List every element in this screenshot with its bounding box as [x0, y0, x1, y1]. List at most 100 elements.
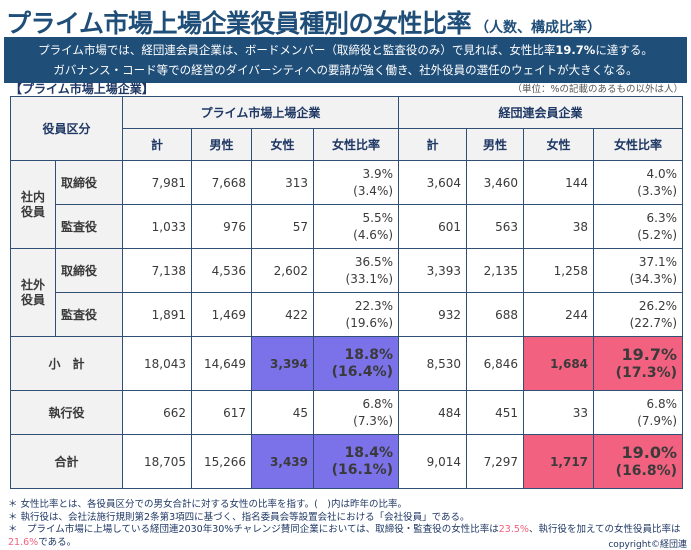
subtotal-row: 小 計 18,043 14,649 3,394 18.8% (16.4%) 8,5…	[9, 336, 684, 391]
cell-keidanren-ratio: 6.3% (5.2%)	[593, 204, 684, 249]
cell-keidanren-female-highlight: 1,717	[523, 434, 595, 489]
row-label: 監査役	[54, 204, 124, 249]
footnote-2: ＊ 執行役は、会社法施行規則第2条第3項四に基づく、指名委員会等設置会社における…	[8, 511, 470, 523]
cell-keidanren-ratio: 37.1% (34.3%)	[593, 248, 684, 293]
group-label-internal: 社内 役員	[10, 160, 56, 249]
title-sub: （人数、構成比率）	[475, 20, 602, 36]
cell-prime-ratio: 5.5% (4.6%)	[313, 204, 400, 249]
table-row: 執行役 662 617 45 6.8% (7.3%) 484 451 33 6.8…	[9, 390, 684, 435]
banner-text: プライム市場では、経団連会員企業は、ボードメンバー（取締役と監査役のみ）で見れば…	[38, 43, 556, 57]
col-header-ratio: 女性比率	[313, 128, 400, 161]
cell-prime-female-highlight: 3,439	[251, 434, 315, 489]
row-label: 小 計	[9, 336, 124, 391]
cell-keidanren-male: 451	[466, 390, 525, 435]
cell-prime-male: 976	[191, 204, 253, 249]
cell-prime-total: 662	[122, 390, 193, 435]
total-row: 合計 18,705 15,266 3,439 18.4% (16.1%) 9,01…	[9, 434, 684, 489]
corner-header: 役員区分	[9, 96, 124, 161]
col-header-total: 計	[398, 128, 468, 161]
cell-prime-male: 7,668	[191, 160, 253, 205]
col-header-male: 男性	[191, 128, 253, 161]
cell-prime-male: 14,649	[191, 336, 253, 391]
cell-keidanren-ratio: 6.8% (7.9%)	[593, 390, 684, 435]
cell-prime-female: 45	[251, 390, 315, 435]
table-row: 社内 役員 取締役 7,981 7,668 313 3.9% (3.4%) 3,60…	[10, 160, 684, 249]
table-row: 社外 役員 取締役 7,138 4,536 2,602 36.5% (33.1%) …	[10, 248, 684, 337]
data-table: 役員区分 プライム市場上場企業 経団連会員企業 計 男性 女性 女性比率 計 男…	[9, 96, 684, 489]
cell-keidanren-total: 601	[398, 204, 468, 249]
footnote-highlight: 21.6%	[8, 536, 39, 548]
cell-prime-female-highlight: 3,394	[251, 336, 315, 391]
cell-prime-total: 7,981	[122, 160, 193, 205]
copyright: copyright©経団連	[608, 540, 687, 550]
group-header-prime: プライム市場上場企業	[122, 96, 400, 129]
cell-prime-female: 313	[251, 160, 315, 205]
cell-keidanren-total: 8,530	[398, 336, 468, 391]
cell-keidanren-total: 9,014	[398, 434, 468, 489]
cell-keidanren-female-highlight: 1,684	[523, 336, 595, 391]
cell-keidanren-male: 7,297	[466, 434, 525, 489]
cell-prime-ratio: 36.5% (33.1%)	[313, 248, 400, 293]
banner-line-2: ガバナンス・コード等での経営のダイバーシティへの要請が強く働き、社外役員の選任の…	[53, 63, 638, 77]
unit-label: （単位：%の記載のあるもの以外は人）	[512, 84, 683, 95]
cell-keidanren-ratio-highlight: 19.7% (17.3%)	[593, 336, 684, 391]
cell-keidanren-ratio: 26.2% (22.7%)	[593, 292, 684, 337]
cell-prime-male: 4,536	[191, 248, 253, 293]
cell-keidanren-total: 484	[398, 390, 468, 435]
cell-keidanren-male: 6,846	[466, 336, 525, 391]
col-header-female: 女性	[523, 128, 595, 161]
col-header-total: 計	[122, 128, 193, 161]
cell-prime-female: 57	[251, 204, 315, 249]
cell-keidanren-female: 244	[523, 292, 595, 337]
cell-keidanren-male: 563	[466, 204, 525, 249]
cell-keidanren-male: 3,460	[466, 160, 525, 205]
col-header-female: 女性	[251, 128, 315, 161]
cell-keidanren-total: 3,604	[398, 160, 468, 205]
cell-keidanren-ratio-highlight: 19.0% (16.8%)	[593, 434, 684, 489]
cell-prime-male: 15,266	[191, 434, 253, 489]
cell-keidanren-male: 688	[466, 292, 525, 337]
cell-prime-total: 7,138	[122, 248, 193, 293]
cell-prime-ratio: 22.3% (19.6%)	[313, 292, 400, 337]
col-header-male: 男性	[466, 128, 525, 161]
row-label: 監査役	[54, 292, 124, 337]
footnotes: ＊ 女性比率とは、各役員区分での男女合計に対する女性の比率を指す。( )内は昨年…	[8, 499, 688, 549]
banner-line-1: プライム市場では、経団連会員企業は、ボードメンバー（取締役と監査役のみ）で見れば…	[4, 40, 687, 60]
cell-keidanren-female: 33	[523, 390, 595, 435]
cell-keidanren-female: 144	[523, 160, 595, 205]
footnote-1: ＊ 女性比率とは、各役員区分での男女合計に対する女性の比率を指す。( )内は昨年…	[8, 499, 407, 510]
cell-prime-total: 18,705	[122, 434, 193, 489]
row-label: 取締役	[54, 248, 124, 293]
footnote-highlight: 23.5%	[498, 524, 529, 535]
cell-prime-ratio: 6.8% (7.3%)	[313, 390, 400, 435]
footnote-3: ＊ プライム市場に上場している経団連2030年30%チャレンジ賛同企業においては…	[8, 524, 681, 548]
row-label: 合計	[9, 434, 124, 489]
col-header-ratio: 女性比率	[593, 128, 684, 161]
cell-keidanren-total: 932	[398, 292, 468, 337]
cell-prime-ratio: 3.9% (3.4%)	[313, 160, 400, 205]
page-title: プライム市場上場企業役員種別の女性比率 （人数、構成比率）	[6, 4, 601, 40]
cell-keidanren-total: 3,393	[398, 248, 468, 293]
cell-keidanren-female: 38	[523, 204, 595, 249]
cell-prime-total: 18,043	[122, 336, 193, 391]
group-label-external: 社外 役員	[10, 248, 56, 337]
row-label: 取締役	[54, 160, 124, 205]
cell-prime-ratio-highlight: 18.8% (16.4%)	[313, 336, 400, 391]
cell-prime-ratio-highlight: 18.4% (16.1%)	[313, 434, 400, 489]
cell-prime-female: 422	[251, 292, 315, 337]
cell-prime-female: 2,602	[251, 248, 315, 293]
cell-prime-male: 1,469	[191, 292, 253, 337]
row-label: 執行役	[9, 390, 124, 435]
title-main: プライム市場上場企業役員種別の女性比率	[6, 9, 472, 38]
group-header-keidanren: 経団連会員企業	[398, 96, 684, 129]
table-row: 監査役 1,891 1,469 422 22.3% (19.6%) 932 688…	[11, 292, 684, 337]
cell-keidanren-female: 1,258	[523, 248, 595, 293]
cell-keidanren-ratio: 4.0% (3.3%)	[593, 160, 684, 205]
table-row: 監査役 1,033 976 57 5.5% (4.6%) 601 563 38 6…	[11, 204, 684, 249]
section-label: 【プライム市場上場企業】	[10, 82, 154, 96]
summary-banner: プライム市場では、経団連会員企業は、ボードメンバー（取締役と監査役のみ）で見れば…	[4, 37, 687, 83]
cell-keidanren-male: 2,135	[466, 248, 525, 293]
cell-prime-total: 1,033	[122, 204, 193, 249]
cell-prime-total: 1,891	[122, 292, 193, 337]
banner-highlight: 19.7%	[555, 43, 596, 57]
